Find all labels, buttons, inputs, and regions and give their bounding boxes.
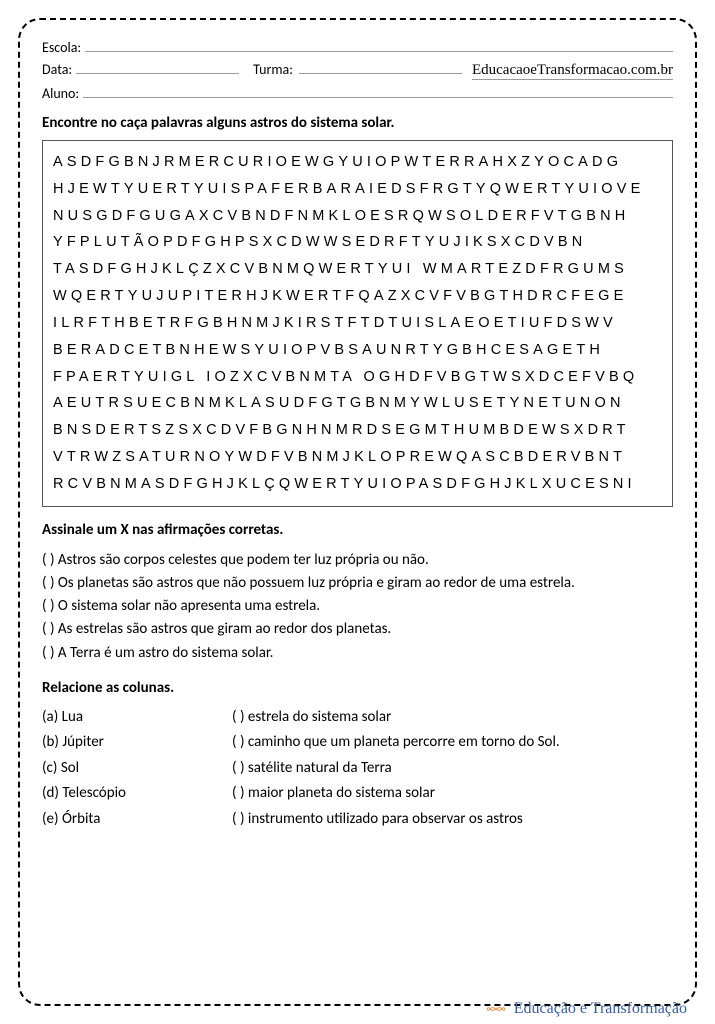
statements-list: ( ) Astros são corpos celestes que podem… <box>42 549 673 665</box>
statement-item[interactable]: ( ) A Terra é um astro do sistema solar. <box>42 642 673 665</box>
statement-item[interactable]: ( ) Astros são corpos celestes que podem… <box>42 549 673 572</box>
statement-item[interactable]: ( ) Os planetas são astros que não possu… <box>42 572 673 595</box>
match-left-item: (e) Órbita <box>42 807 232 833</box>
worksheet-page: Escola: Data: Turma: EducacaoeTransforma… <box>18 18 697 1006</box>
escola-line[interactable] <box>85 38 673 52</box>
aluno-line[interactable] <box>83 84 673 98</box>
match-right-item[interactable]: ( ) satélite natural da Terra <box>232 756 673 782</box>
activity1-title: Encontre no caça palavras alguns astros … <box>42 114 673 132</box>
statement-item[interactable]: ( ) O sistema solar não apresenta uma es… <box>42 595 673 618</box>
match-right-item[interactable]: ( ) instrumento utilizado para observar … <box>232 807 673 833</box>
match-left-item: (b) Júpiter <box>42 730 232 756</box>
website-text: EducacaoeTransformacao.com.br <box>472 62 673 80</box>
statement-item[interactable]: ( ) As estrelas são astros que giram ao … <box>42 618 673 641</box>
match-left-column: (a) Lua(b) Júpiter(c) Sol(d) Telescópio(… <box>42 705 232 833</box>
infinity-icon <box>484 1000 508 1018</box>
match-right-column: ( ) estrela do sistema solar( ) caminho … <box>232 705 673 833</box>
data-label: Data: <box>42 61 72 78</box>
aluno-row: Aluno: <box>42 84 673 102</box>
match-columns: (a) Lua(b) Júpiter(c) Sol(d) Telescópio(… <box>42 705 673 833</box>
match-right-item[interactable]: ( ) maior planeta do sistema solar <box>232 781 673 807</box>
data-line[interactable] <box>76 60 239 74</box>
footer-brand-text: Educação e Transformação <box>514 1000 687 1018</box>
turma-line[interactable] <box>299 60 462 74</box>
activity3-title: Relacione as colunas. <box>42 679 673 697</box>
match-right-item[interactable]: ( ) caminho que um planeta percorre em t… <box>232 730 673 756</box>
activity2-title: Assinale um X nas afirmações corretas. <box>42 521 673 539</box>
escola-label: Escola: <box>42 39 81 56</box>
match-left-item: (a) Lua <box>42 705 232 731</box>
match-left-item: (d) Telescópio <box>42 781 232 807</box>
data-turma-row: Data: Turma: EducacaoeTransformacao.com.… <box>42 60 673 80</box>
wordsearch-grid: ASDFGBNJRMERCURIOEWGYUIOPWTERRAHXZYOCADG… <box>42 140 673 507</box>
aluno-label: Aluno: <box>42 85 79 102</box>
footer-brand: Educação e Transformação <box>484 1000 687 1018</box>
turma-label: Turma: <box>253 61 293 78</box>
match-left-item: (c) Sol <box>42 756 232 782</box>
match-right-item[interactable]: ( ) estrela do sistema solar <box>232 705 673 731</box>
escola-row: Escola: <box>42 38 673 56</box>
header-fields: Escola: Data: Turma: EducacaoeTransforma… <box>42 38 673 102</box>
